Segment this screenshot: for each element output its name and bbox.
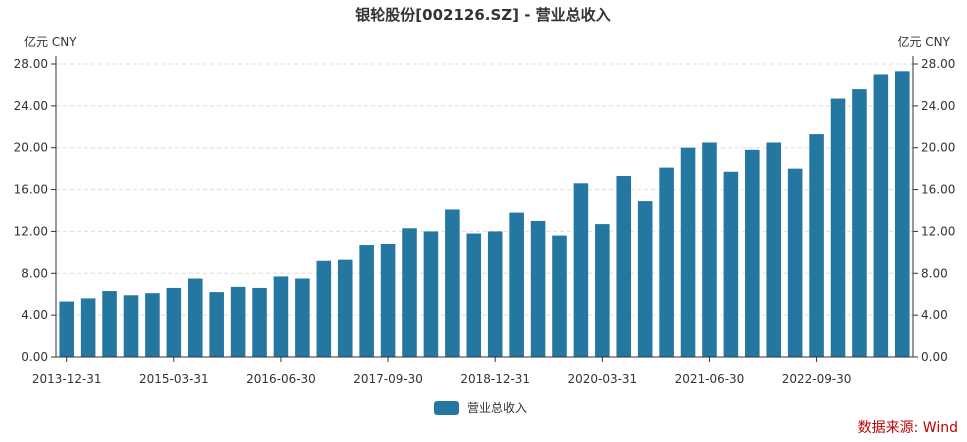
legend-label: 营业总收入 [467,401,527,415]
bar [895,71,910,357]
bar [509,212,524,357]
x-tick-labels: 2013-12-31 2015-03-31 2016-06-30 2017-09-30… [32,372,852,386]
data-source-note: 数据来源: Wind [858,420,958,436]
legend[interactable]: 营业总收入 [434,401,527,415]
bar [680,147,696,357]
chart-title: 银轮股份[002126.SZ] - 营业总收入 [355,6,610,24]
bar [445,209,460,357]
y-tick-label-left: 20.00 [14,141,48,155]
y-tick-label-right: 20.00 [921,141,955,155]
bar [787,168,803,357]
y-tick-label-left: 0.00 [21,350,48,364]
bar [273,276,289,357]
x-tick-label: 2022-09-30 [782,372,852,386]
y-tick-label-right: 4.00 [921,308,948,322]
bar [552,235,567,357]
bar [466,233,482,357]
bar [316,260,332,357]
y-tick-label-right: 12.00 [921,224,955,238]
bar [637,201,653,357]
bar [402,228,417,357]
bars-series [59,71,910,358]
y-tick-label-left: 4.00 [21,308,48,322]
bar [852,89,867,357]
bar [359,245,374,357]
y-axis-unit-left: 亿元 CNY [24,34,77,49]
bar [530,220,546,357]
bar [295,278,310,357]
y-tick-label-right: 28.00 [921,57,955,71]
bar [595,224,610,357]
bar [873,74,889,357]
bar [723,171,739,357]
bar [616,175,632,357]
bar [766,142,782,357]
y-tick-label-left: 24.00 [14,99,48,113]
bar [252,287,267,357]
bar [209,292,224,357]
bar [166,287,182,357]
bar [745,149,760,357]
y-tick-labels: 0.00 0.00 4.00 4.00 8.00 8.00 12.00 12.00 16.00 1… [14,57,956,364]
bar [423,231,439,357]
legend-swatch [434,401,459,415]
bar [145,293,160,357]
bar [102,291,117,357]
bar [702,142,717,357]
bar [380,243,396,357]
y-tick-label-left: 28.00 [14,57,48,71]
y-tick-label-left: 16.00 [14,183,48,197]
bar [659,167,674,357]
x-tick-label: 2017-09-30 [353,372,423,386]
bar [809,134,824,357]
bar [830,98,846,358]
y-tick-label-left: 8.00 [21,266,48,280]
x-tick-label: 2018-12-31 [460,372,530,386]
y-tick-label-right: 0.00 [921,350,948,364]
x-tick-label: 2015-03-31 [139,372,209,386]
bar [337,259,353,357]
y-tick-label-left: 12.00 [14,224,48,238]
x-tick-label: 2016-06-30 [246,372,316,386]
x-tick-label: 2021-06-30 [675,372,745,386]
x-tick-label: 2013-12-31 [32,372,102,386]
bar [187,278,203,357]
bar [573,183,589,357]
bar [123,295,139,357]
bar [59,301,74,357]
grid-lines [56,63,913,316]
x-tick-label: 2020-03-31 [567,372,637,386]
axes [51,56,918,362]
bar [230,286,246,357]
y-tick-label-right: 8.00 [921,266,948,280]
y-axis-unit-right: 亿元 CNY [897,34,950,49]
y-tick-label-right: 16.00 [921,183,955,197]
bar [487,231,503,357]
bar [80,298,96,357]
y-tick-label-right: 24.00 [921,99,955,113]
